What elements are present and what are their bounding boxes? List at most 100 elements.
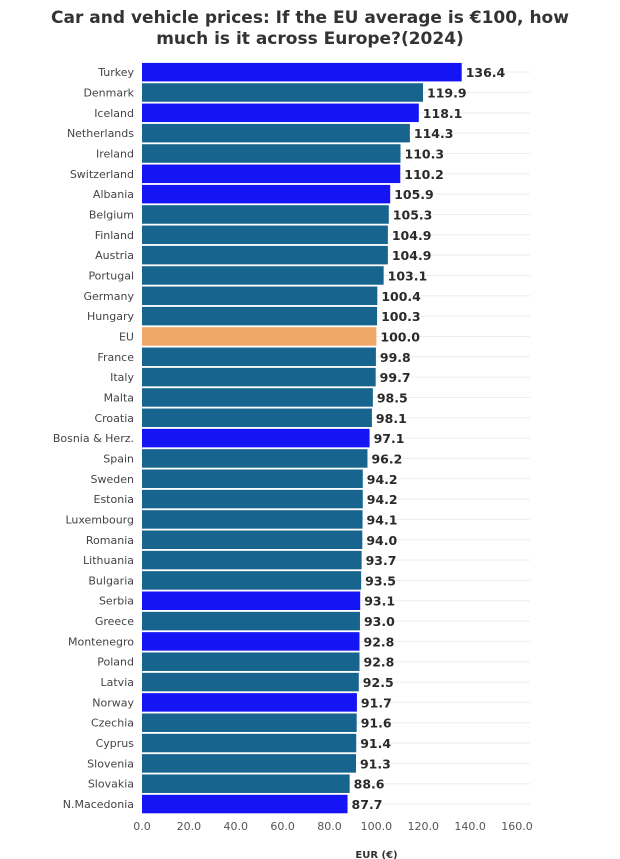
value-label: 93.0 [364,614,395,629]
bar[interactable] [142,144,401,163]
category-label: Lithuania [83,554,134,567]
category-label: Serbia [99,595,134,608]
category-label: Latvia [101,676,135,689]
x-tick-label: 0.0 [133,820,151,833]
category-label: Bulgaria [88,574,134,587]
bar[interactable] [142,245,388,265]
bar[interactable] [142,164,401,184]
bars [142,62,462,814]
bar[interactable] [142,449,368,468]
bar[interactable] [142,571,362,590]
value-label: 91.7 [361,695,392,710]
category-label: Croatia [94,412,134,425]
bar[interactable] [142,774,350,793]
x-axis-ticks: 0.0 20.0 40.0 60.0 80.0 100.0 120.0 140.0 160.0 [133,820,533,833]
bar[interactable] [142,652,360,671]
category-label: Cyprus [96,737,135,750]
value-label: 99.8 [380,350,411,365]
bar[interactable] [142,672,359,692]
value-label: 93.1 [364,594,395,609]
bar[interactable] [142,713,357,732]
bar[interactable] [142,225,388,245]
category-label: Portugal [88,269,134,282]
category-label: Ireland [96,147,134,160]
category-label: Italy [110,371,134,384]
value-label: 98.5 [377,390,408,405]
value-label: 91.4 [360,736,391,751]
value-label: 98.1 [376,411,407,426]
x-axis-label: EUR (€) [355,850,397,859]
category-label: Belgium [89,208,134,221]
value-label: 94.2 [367,492,398,507]
bar[interactable] [142,367,376,387]
bar[interactable] [142,388,373,407]
value-label: 99.7 [380,370,411,385]
bar[interactable] [142,794,348,814]
value-label: 104.9 [392,248,432,263]
value-labels: 136.4 119.9 118.1 114.3 110.3 110.2 105.9 105.3… [352,65,506,812]
bar[interactable] [142,591,361,610]
chart-title-line2: much is it across Europe?(2024) [156,29,464,49]
bar[interactable] [142,205,389,224]
value-label: 87.7 [352,797,383,812]
bar[interactable] [142,632,360,651]
category-label: Luxembourg [65,513,134,526]
category-label: Iceland [94,107,134,120]
value-label: 91.6 [361,716,392,731]
bar[interactable] [142,123,410,143]
category-label: Netherlands [67,127,134,140]
category-label: Estonia [94,493,135,506]
bar[interactable] [142,62,462,82]
value-label: 105.9 [394,187,434,202]
category-label: Spain [103,452,134,465]
value-label: 93.7 [366,553,397,568]
value-label: 110.2 [404,167,444,182]
bar[interactable] [142,83,424,102]
bar[interactable] [142,530,363,550]
bar[interactable] [142,469,363,489]
category-label: Albania [93,188,134,201]
x-tick-label: 160.0 [501,820,533,833]
bar[interactable] [142,286,378,306]
x-tick-label: 140.0 [454,820,486,833]
x-tick-label: 20.0 [177,820,202,833]
bar[interactable] [142,733,357,753]
bar[interactable] [142,103,419,123]
category-label: Sweden [91,473,134,486]
category-label: Slovakia [88,778,134,791]
value-label: 93.5 [365,573,396,588]
bar[interactable] [142,266,384,285]
chart-title-line1: Car and vehicle prices: If the EU averag… [51,8,569,28]
bar[interactable] [142,754,356,773]
x-tick-label: 80.0 [317,820,342,833]
value-label: 91.3 [360,756,391,771]
x-tick-label: 60.0 [270,820,295,833]
bar[interactable] [142,489,363,509]
category-label: Norway [92,696,134,709]
category-label: Hungary [87,310,134,323]
value-label: 119.9 [427,85,467,100]
bar[interactable] [142,306,378,326]
value-label: 118.1 [423,106,463,121]
bar[interactable] [142,408,372,428]
bar[interactable] [142,693,357,712]
value-label: 100.3 [381,309,421,324]
bar[interactable] [142,327,377,346]
value-label: 103.1 [388,268,428,283]
category-label: Finland [95,229,134,242]
category-label: Czechia [91,717,134,730]
bar[interactable] [142,611,360,631]
bar[interactable] [142,510,363,529]
bar[interactable] [142,184,391,204]
value-label: 94.0 [366,533,397,548]
category-label: Austria [95,249,134,262]
category-label: Poland [97,656,134,669]
value-label: 97.1 [374,431,405,446]
bar[interactable] [142,428,370,448]
bar[interactable] [142,550,362,570]
bar[interactable] [142,347,376,367]
value-label: 92.5 [363,675,394,690]
value-label: 96.2 [371,451,402,466]
category-label: Switzerland [70,168,134,181]
